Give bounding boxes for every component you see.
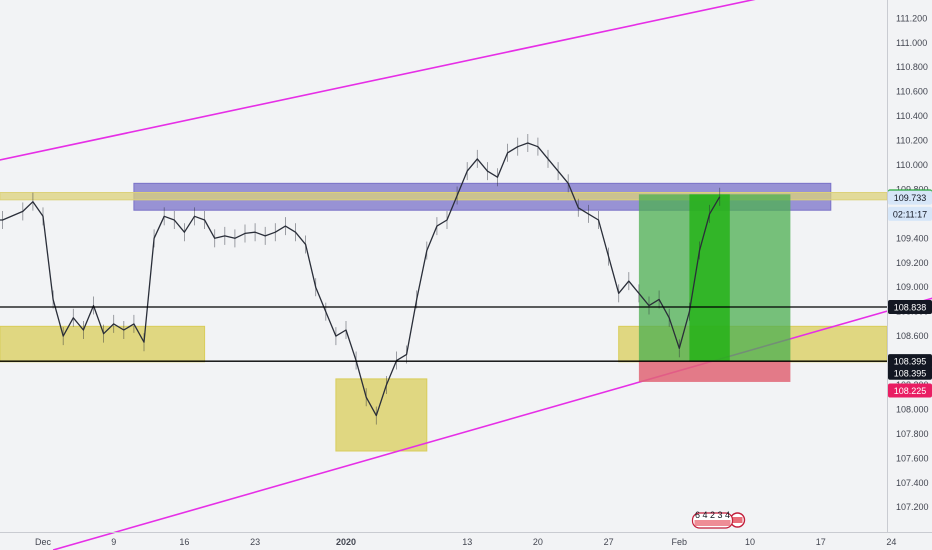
price-label-line-price: 109.733 <box>888 190 932 205</box>
price-tick-label: 107.200 <box>896 502 929 512</box>
price-label-bg <box>888 354 932 369</box>
price-label-support-2-line: 108.395 <box>888 365 932 380</box>
price-tick-label: 110.400 <box>896 111 928 121</box>
time-tick-label: Dec <box>35 537 52 547</box>
price-labels: 109.743109.73302:11:17108.838108.395108.… <box>888 189 932 398</box>
position-tool[interactable] <box>638 194 791 382</box>
price-label-bg <box>888 190 932 205</box>
price-label-bg <box>888 206 932 221</box>
reference-lines-layer <box>0 306 887 362</box>
time-tick-label: 16 <box>179 537 189 547</box>
price-tick-label: 108.000 <box>896 404 929 414</box>
price-tick-label: 110.800 <box>896 62 928 72</box>
time-tick-label: 24 <box>886 537 896 547</box>
price-tick-label: 111.200 <box>896 13 927 23</box>
price-label-text: 108.395 <box>894 368 927 378</box>
time-tick-label: 20 <box>533 537 543 547</box>
time-tick-label: 10 <box>745 537 755 547</box>
price-axis[interactable]: 107.200 107.400 107.600 107.800 108.000 108.2… <box>896 13 929 512</box>
time-tick-label: 17 <box>816 537 826 547</box>
price-tick-label: 110.000 <box>896 160 928 170</box>
price-label-stop-loss: 108.225 <box>888 383 932 398</box>
zone-1[interactable] <box>0 325 206 363</box>
price-label-bg <box>888 300 932 315</box>
price-line <box>0 142 721 417</box>
trend-line-0[interactable] <box>0 0 821 172</box>
price-tick-label: 107.600 <box>896 453 929 463</box>
time-tick-label: 2020 <box>336 537 356 547</box>
price-tick-label: 110.200 <box>896 136 928 146</box>
price-label-countdown: 02:11:17 <box>888 206 932 221</box>
trend-line-1[interactable] <box>52 290 932 550</box>
events-layer[interactable]: 6 4 2 3 4 <box>691 510 746 529</box>
price-tick-label: 110.600 <box>896 87 928 97</box>
price-tick-label: 107.800 <box>896 429 929 439</box>
time-tick-label: 13 <box>462 537 472 547</box>
economic-events[interactable]: 6 4 2 3 4 <box>691 510 746 529</box>
price-line-layer <box>0 134 721 425</box>
us-flag-stripes-icon <box>732 517 743 523</box>
price-label-text: 109.733 <box>894 193 927 203</box>
time-tick-label: 27 <box>604 537 614 547</box>
events-count-label: 6 4 2 3 4 <box>695 510 730 520</box>
price-tick-label: 111.000 <box>896 38 927 48</box>
time-tick-label: 9 <box>111 537 116 547</box>
price-label-bg <box>888 383 932 398</box>
price-label-support-2: 108.395 <box>888 354 932 369</box>
events-badge-stripe <box>694 520 731 526</box>
price-tick-label: 108.600 <box>896 331 929 341</box>
time-tick-label: 23 <box>250 537 260 547</box>
price-tick-label: 109.400 <box>896 233 929 243</box>
price-label-text: 108.225 <box>894 386 927 396</box>
price-label-support-1: 108.838 <box>888 300 932 315</box>
zone-2[interactable] <box>335 378 428 452</box>
price-label-text: 108.395 <box>894 357 927 367</box>
time-tick-label: Feb <box>672 537 688 547</box>
position-loss-zone[interactable] <box>638 361 791 382</box>
price-tick-label: 109.200 <box>896 258 929 268</box>
time-axis[interactable]: Dec916232020132027Feb101724Mar <box>35 537 932 547</box>
price-tick-label: 109.000 <box>896 282 929 292</box>
price-tick-label: 107.400 <box>896 478 929 488</box>
price-label-text: 108.838 <box>894 303 927 313</box>
price-label-bg <box>888 365 932 380</box>
price-label-text: 02:11:17 <box>893 209 927 219</box>
